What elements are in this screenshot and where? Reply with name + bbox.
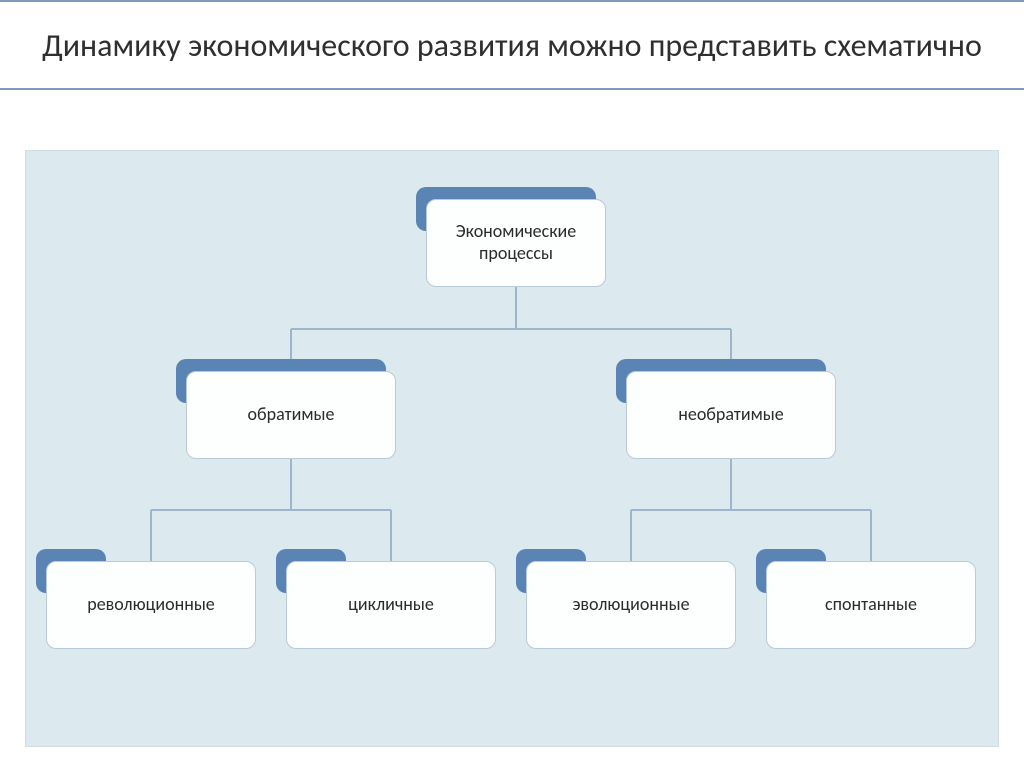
- org-chart: Экономические процессы обратимые необратим…: [26, 151, 998, 746]
- node-label: необратимые: [626, 371, 836, 459]
- slide: Динамику экономического развития можно п…: [0, 0, 1024, 767]
- connector: [631, 509, 871, 511]
- node-label: революционные: [46, 561, 256, 649]
- node-l2: цикличные: [286, 561, 496, 649]
- connector: [515, 287, 517, 329]
- node-irrev: необратимые: [626, 371, 836, 459]
- node-label: обратимые: [186, 371, 396, 459]
- node-l3: эволюционные: [526, 561, 736, 649]
- connector: [870, 510, 872, 561]
- connector: [630, 510, 632, 561]
- node-l4: спонтанные: [766, 561, 976, 649]
- connector: [730, 459, 732, 510]
- node-rev: обратимые: [186, 371, 396, 459]
- node-label: эволюционные: [526, 561, 736, 649]
- node-label: цикличные: [286, 561, 496, 649]
- connector: [151, 509, 391, 511]
- node-root: Экономические процессы: [426, 199, 606, 287]
- connector: [150, 510, 152, 561]
- slide-title: Динамику экономического развития можно п…: [40, 26, 984, 66]
- node-label: спонтанные: [766, 561, 976, 649]
- connector: [290, 459, 292, 510]
- node-l1: революционные: [46, 561, 256, 649]
- title-band: Динамику экономического развития можно п…: [0, 0, 1024, 90]
- node-label: Экономические процессы: [426, 199, 606, 287]
- connector: [291, 328, 731, 330]
- diagram-area: Экономические процессы обратимые необратим…: [25, 150, 999, 747]
- connector: [390, 510, 392, 561]
